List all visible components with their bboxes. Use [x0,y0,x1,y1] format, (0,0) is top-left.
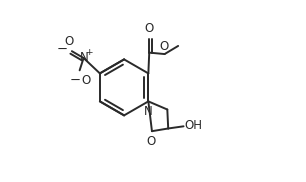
Text: O: O [160,40,169,53]
Text: −: − [56,43,68,56]
Text: O: O [64,35,73,48]
Text: +: + [85,48,92,58]
Text: O: O [82,74,91,87]
Text: N: N [144,105,153,118]
Text: O: O [145,22,154,35]
Text: N: N [80,51,89,64]
Text: OH: OH [184,119,202,132]
Text: O: O [147,135,156,148]
Text: −: − [69,74,81,87]
